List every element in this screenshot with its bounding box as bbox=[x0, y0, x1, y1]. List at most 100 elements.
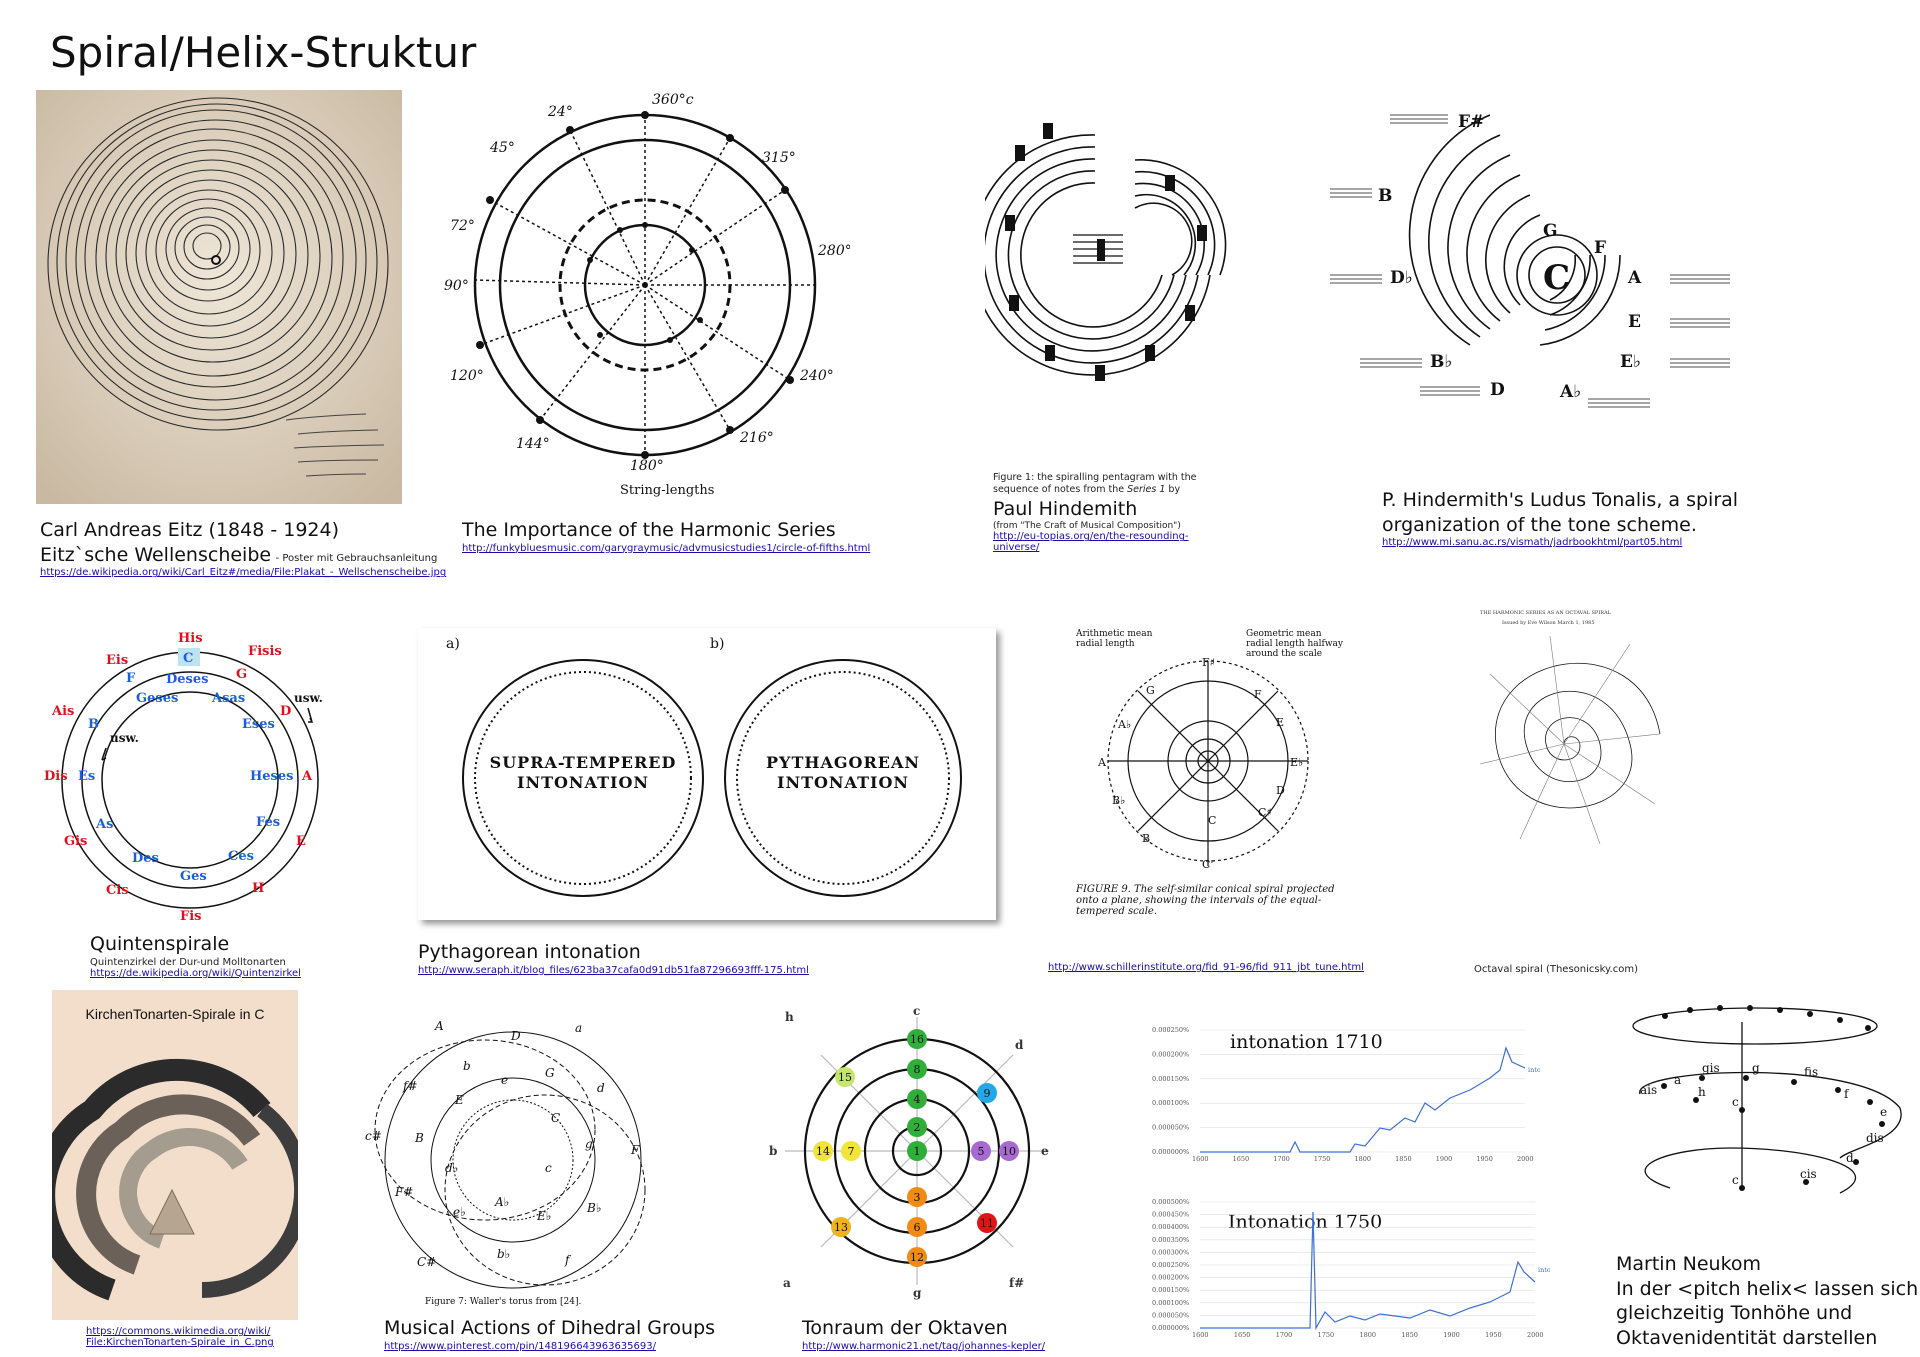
helix-note-fis: fis bbox=[1804, 1065, 1818, 1079]
tonraum-node-13: 13 bbox=[834, 1221, 848, 1234]
ludus-note-11: A♭ bbox=[1559, 382, 1581, 402]
harmonic-deg-180: 180° bbox=[630, 458, 664, 474]
tonraum-node-15: 15 bbox=[838, 1071, 852, 1084]
tonraum-axis-b: b bbox=[769, 1144, 777, 1158]
chart-y-tick: 0.000000% bbox=[1152, 1324, 1189, 1332]
pythagorean-label-b: b) bbox=[710, 636, 724, 652]
tonraum-node-8: 8 bbox=[914, 1063, 921, 1076]
intonation-1710-line bbox=[1200, 1046, 1526, 1153]
neukom-line1: Martin Neukom bbox=[1616, 1253, 1762, 1275]
chart-x-tick: 1850 bbox=[1401, 1331, 1418, 1339]
chart-y-tick: 0.000300% bbox=[1152, 1248, 1189, 1256]
quinten-red-dis: Dis bbox=[44, 769, 68, 784]
quinten-blue-geses: Geses bbox=[136, 691, 178, 706]
dihedral-note-18: B♭ bbox=[586, 1201, 601, 1215]
quinten-red-cis: Cis bbox=[106, 883, 129, 898]
quinten-caption: Quintenspirale Quintenzirkel der Dur-und… bbox=[90, 932, 301, 979]
hindemith-link[interactable]: http://eu-topias.org/en/the-resounding-u… bbox=[993, 531, 1189, 554]
pythagorean-link[interactable]: http://www.seraph.it/blog_files/623ba37c… bbox=[418, 964, 809, 976]
harmonic-deg-144: 144° bbox=[516, 436, 550, 452]
pythagorean-circle-b-2: INTONATION bbox=[777, 773, 909, 792]
hindemith-figcap-series: Series 1 bbox=[1127, 484, 1166, 496]
chart-y-tick: 0.000200% bbox=[1152, 1050, 1189, 1058]
schiller-arith-1: Arithmetic mean bbox=[1075, 629, 1153, 639]
helix-note-gis: gis bbox=[1702, 1061, 1720, 1075]
hindemith-figcap-1: Figure 1: the spiralling pentagram with … bbox=[993, 472, 1197, 483]
schiller-geo-3: around the scale bbox=[1246, 649, 1322, 659]
tonraum-axis-e: e bbox=[1041, 1144, 1049, 1158]
pitch-helix-figure: ais a gis g fis f h c e dis d cis c bbox=[1610, 998, 1910, 1208]
tonraum-node-16: 16 bbox=[910, 1033, 924, 1046]
quinten-caption-text: Quintenspirale bbox=[90, 933, 230, 955]
helix-note-c2: c bbox=[1732, 1173, 1739, 1187]
chart-y-tick: 0.000000% bbox=[1152, 1148, 1189, 1156]
schiller-geo-2: radial length halfway bbox=[1246, 639, 1344, 649]
quinten-red-g: G bbox=[236, 667, 247, 682]
dihedral-note-1: D bbox=[510, 1029, 521, 1043]
tonraum-link[interactable]: http://www.harmonic21.net/tag/johannes-k… bbox=[802, 1340, 1046, 1352]
hindemith-sub: (from "The Craft of Musical Composition"… bbox=[993, 521, 1181, 532]
helix-note-c: c bbox=[1732, 1095, 1739, 1109]
hindemith-spiral-pentagram bbox=[985, 105, 1245, 405]
kirchen-caption: https://commons.wikimedia.org/wiki/ File… bbox=[86, 1326, 274, 1348]
schiller-link[interactable]: http://www.schillerinstitute.org/fid_91-… bbox=[1048, 962, 1364, 973]
harmonic-link[interactable]: http://funkybluesmusic.com/garygraymusic… bbox=[462, 542, 871, 554]
pythagorean-caption: Pythagorean intonation http://www.seraph… bbox=[418, 940, 809, 976]
chart-y-tick: 0.000200% bbox=[1152, 1274, 1189, 1282]
chart-x-tick: 1650 bbox=[1233, 1155, 1250, 1163]
quinten-red-his: His bbox=[178, 631, 203, 646]
ludus-tonalis-spiral: C F# B G F D♭ A E E♭ B♭ D A♭ bbox=[1330, 105, 1750, 425]
helix-note-dis: dis bbox=[1866, 1131, 1884, 1145]
quinten-red-e: E bbox=[296, 834, 306, 849]
dihedral-link[interactable]: https://www.pinterest.com/pin/1481966439… bbox=[384, 1340, 656, 1352]
chart-x-tick: 2000 bbox=[1517, 1155, 1534, 1163]
tonraum-node-9: 9 bbox=[984, 1087, 991, 1100]
tonraum-caption-text: Tonraum der Oktaven bbox=[802, 1317, 1008, 1339]
dihedral-torus-figure: A D a f# b G e d c# E C F B c g F# d♭ A♭… bbox=[365, 1020, 655, 1310]
kirchen-link-2[interactable]: File:KirchenTonarten-Spirale_in_C.png bbox=[86, 1337, 274, 1348]
intonation-1710-series: intonation bbox=[1528, 1066, 1540, 1074]
dihedral-note-20: E♭ bbox=[536, 1209, 551, 1223]
dihedral-note-7: d bbox=[597, 1081, 605, 1095]
octaval-spiral-figure: THE HARMONIC SERIES AS AN OCTAVAL SPIRAL… bbox=[1440, 604, 1680, 864]
pythagorean-circle-b-1: PYTHAGOREAN bbox=[766, 753, 920, 772]
chart-x-tick: 1900 bbox=[1443, 1331, 1460, 1339]
harmonic-deg-90: 90° bbox=[444, 278, 469, 294]
ludus-caption-line2: organization of the tone scheme. bbox=[1382, 513, 1697, 536]
octaval-header: THE HARMONIC SERIES AS AN OCTAVAL SPIRAL bbox=[1480, 610, 1612, 616]
pythagorean-circle-a-1: SUPRA-TEMPERED bbox=[490, 753, 677, 772]
chart-y-tick: 0.000100% bbox=[1152, 1099, 1189, 1107]
dihedral-note-21: C# bbox=[417, 1255, 436, 1269]
chart-y-tick: 0.000050% bbox=[1152, 1311, 1189, 1319]
ludus-link[interactable]: http://www.mi.sanu.ac.rs/vismath/jadrboo… bbox=[1382, 537, 1683, 549]
harmonic-caption: The Importance of the Harmonic Series ht… bbox=[462, 518, 870, 554]
ludus-note-3: F bbox=[1594, 238, 1606, 258]
chart-y-tick: 0.000350% bbox=[1152, 1236, 1189, 1244]
ludus-note-8: E♭ bbox=[1620, 352, 1641, 372]
hindemith-name: Paul Hindemith bbox=[993, 497, 1138, 520]
harmonic-deg-280: 280° bbox=[817, 243, 850, 259]
quinten-blue-eses: Eses bbox=[242, 717, 275, 732]
intonation-1750-line bbox=[1200, 1211, 1536, 1331]
dihedral-note-13: c bbox=[545, 1161, 552, 1175]
harmonic-deg-315: 315° bbox=[762, 150, 796, 166]
ludus-caption: P. Hindermith's Ludus Tonalis, a spiral … bbox=[1382, 488, 1738, 548]
quinten-red-gis: Gis bbox=[64, 834, 87, 849]
quinten-red-fisis: Fisis bbox=[248, 644, 282, 659]
eitz-link[interactable]: https://de.wikipedia.org/wiki/Carl_Eitz#… bbox=[40, 567, 447, 579]
helix-note-h: h bbox=[1698, 1085, 1706, 1099]
chart-x-tick: 1900 bbox=[1436, 1155, 1453, 1163]
page-title: Spiral/Helix-Struktur bbox=[50, 28, 477, 77]
quinten-blue-ces: Ces bbox=[228, 849, 254, 864]
quinten-red-eis: Eis bbox=[106, 653, 128, 668]
harmonic-series-diagram: 360°c 24° 45° 72° 90° 120° 144° 180° 216… bbox=[430, 90, 850, 510]
schiller-note-0: F♯ bbox=[1202, 656, 1215, 669]
chart-x-tick: 1950 bbox=[1485, 1331, 1502, 1339]
dihedral-caption: Musical Actions of Dihedral Groups https… bbox=[384, 1316, 715, 1352]
quinten-link[interactable]: https://de.wikipedia.org/wiki/Quintenzir… bbox=[90, 967, 301, 979]
chart-x-tick: 1800 bbox=[1355, 1155, 1372, 1163]
chart-y-tick: 0.000150% bbox=[1152, 1075, 1189, 1083]
chart-x-tick: 1950 bbox=[1476, 1155, 1493, 1163]
kirchen-link-1[interactable]: https://commons.wikimedia.org/wiki/ bbox=[86, 1326, 271, 1337]
ludus-note-9: B♭ bbox=[1430, 352, 1452, 372]
